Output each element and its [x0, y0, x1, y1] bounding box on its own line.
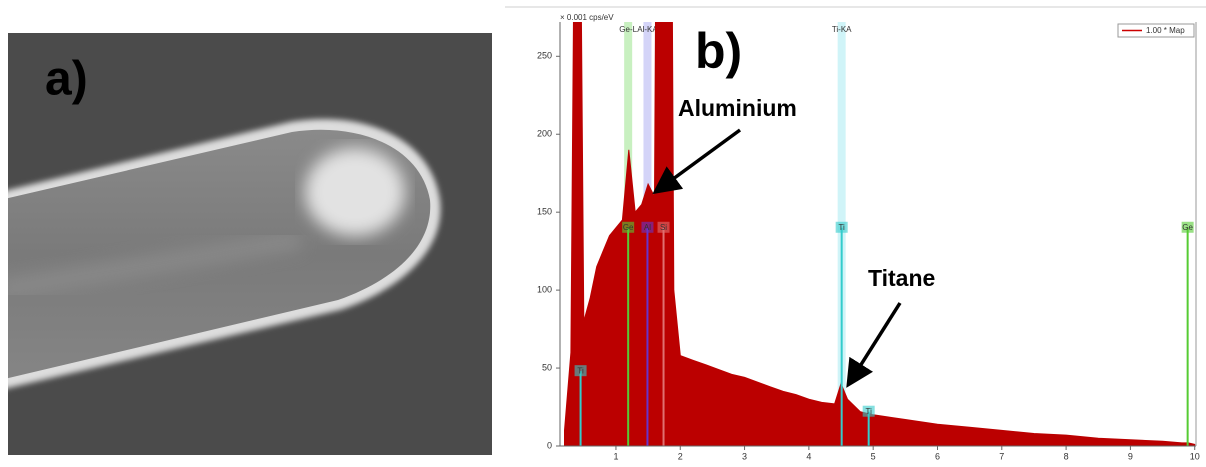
y-unit: × 0.001 cps/eV [560, 13, 614, 22]
peak-marker-label: Ge [623, 223, 634, 232]
annotation: Aluminium [678, 95, 797, 121]
x-tick-label: 7 [999, 451, 1004, 461]
y-tick-label: 100 [537, 284, 552, 294]
element-band-label: Ti-KA [832, 25, 852, 34]
peak-marker-label: Ti [838, 223, 845, 232]
peak-marker-label: Ge [1182, 223, 1193, 232]
peak-marker-box [622, 221, 635, 233]
x-tick-label: 8 [1064, 451, 1069, 461]
x-tick-label: 1 [613, 451, 618, 461]
peak-marker-label: Ti [865, 407, 872, 416]
legend-box [1117, 23, 1195, 38]
element-band-label: Al-KA [637, 25, 658, 34]
x-tick-label: 3 [742, 451, 747, 461]
y-tick-label: 200 [537, 129, 552, 139]
x-tick-label: 5 [871, 451, 876, 461]
peak-marker-box [835, 221, 848, 233]
peak-marker-box [574, 365, 587, 377]
arrow [652, 128, 742, 195]
annotation: Titane [868, 265, 935, 291]
peak-marker-box [1181, 221, 1194, 233]
element-band-label: Ge-L [619, 25, 637, 34]
peak-marker-box [641, 221, 654, 233]
x-tick-label: 10 [1190, 451, 1200, 461]
peak-marker-box [862, 405, 875, 417]
peak-marker-box [657, 221, 670, 233]
sem-image [8, 33, 492, 455]
x-tick-label: 6 [935, 451, 940, 461]
x-tick-label: 4 [806, 451, 811, 461]
plot: Ge-L Al-KA Ti-KA Ti Ge Al Si Ti Ti Ge 0 50 100 150 200… [537, 13, 1200, 461]
y-tick-label: 250 [537, 51, 552, 61]
arrow [846, 302, 902, 388]
panel-label: b) [695, 23, 742, 79]
x-tick-label: 2 [678, 451, 683, 461]
peak-marker-label: Ti [577, 366, 584, 375]
legend-label: 1.00 * Map [1146, 26, 1185, 35]
peak-marker-label: Al [644, 223, 651, 232]
panel-label: a) [45, 53, 88, 106]
y-tick-label: 0 [547, 440, 552, 450]
y-tick-label: 50 [542, 362, 552, 372]
peak-marker-label: Si [660, 223, 667, 232]
x-tick-label: 9 [1128, 451, 1133, 461]
y-tick-label: 150 [537, 207, 552, 217]
